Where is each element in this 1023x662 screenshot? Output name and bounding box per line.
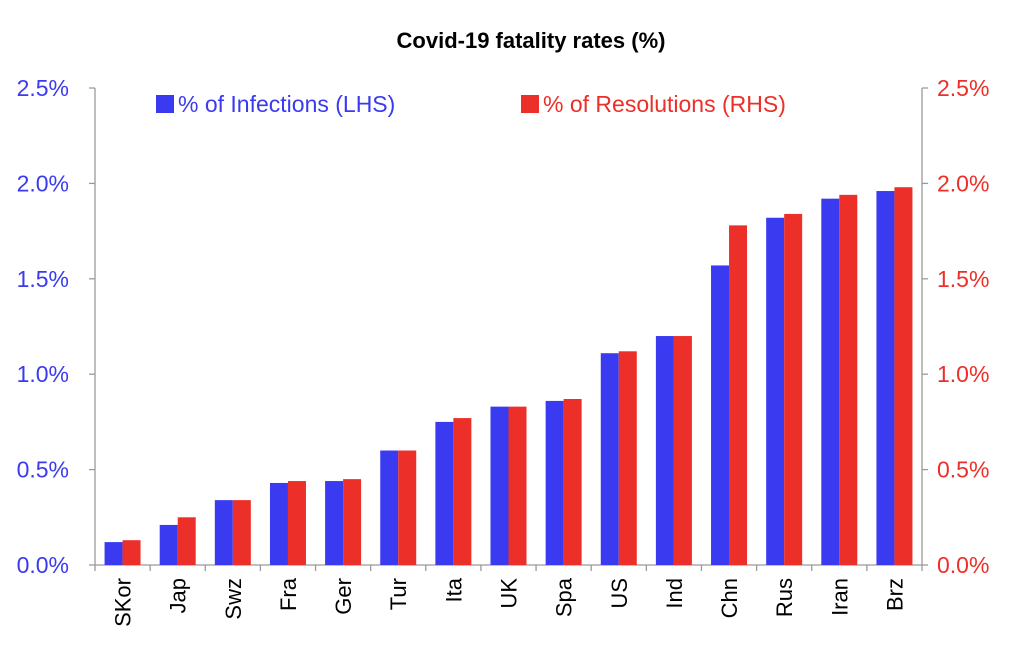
bar-infections-ger <box>325 481 344 565</box>
x-tick-label: Brz <box>882 578 907 611</box>
bar-infections-uk <box>490 406 509 565</box>
x-tick-label: Swz <box>221 578 246 620</box>
left-tick-label: 0.0% <box>17 552 69 578</box>
right-tick-label: 2.5% <box>937 75 989 101</box>
x-tick-label: Rus <box>772 578 797 617</box>
x-tick-label: SKor <box>111 578 136 627</box>
x-tick-label: Chn <box>717 578 742 618</box>
bar-resolutions-ger <box>343 479 362 565</box>
bar-infections-ind <box>655 336 674 565</box>
x-tick-labels: SKor Jap Swz Fra Ger Tur Ita UK Spa US Ind Chn Rus Ir… <box>111 577 908 627</box>
bar-resolutions-swz <box>232 500 251 565</box>
bar-infections-brz <box>876 191 895 566</box>
x-tick-label: Fra <box>276 577 301 611</box>
bar-resolutions-fra <box>287 481 306 565</box>
bar-infections-fra <box>269 482 288 565</box>
x-tick-label: Tur <box>386 578 411 610</box>
bar-resolutions-spa <box>563 399 582 565</box>
x-tick-label: Ind <box>662 578 687 609</box>
left-tick-label: 0.5% <box>17 457 69 483</box>
legend-swatch <box>156 95 174 113</box>
left-tick-label: 2.5% <box>17 75 69 101</box>
left-tick-label: 2.0% <box>17 170 69 196</box>
legend: % of Infections (LHS) % of Resolutions (R… <box>156 91 786 117</box>
left-tick-label: 1.0% <box>17 361 69 387</box>
left-tick-label: 1.5% <box>17 266 69 292</box>
right-tick-label: 0.0% <box>937 552 989 578</box>
bar-resolutions-tur <box>398 450 417 565</box>
bar-infections-ita <box>435 421 454 565</box>
bar-resolutions-brz <box>894 187 913 565</box>
bar-resolutions-jap <box>177 517 196 565</box>
bar-infections-skor <box>104 542 123 565</box>
legend-label: % of Resolutions (RHS) <box>543 91 786 117</box>
x-tick-label: US <box>607 578 632 609</box>
right-tick-label: 1.5% <box>937 266 989 292</box>
right-tick-label: 1.0% <box>937 361 989 387</box>
bar-resolutions-uk <box>508 406 527 565</box>
bar-resolutions-chn <box>729 225 748 565</box>
bar-infections-tur <box>380 450 399 565</box>
legend-label: % of Infections (LHS) <box>178 91 395 117</box>
x-tick-label: Spa <box>552 577 577 617</box>
right-tick-label: 0.5% <box>937 457 989 483</box>
bar-infections-us <box>600 353 619 565</box>
x-tick-label: Jap <box>166 578 191 613</box>
bar-resolutions-ita <box>453 418 472 565</box>
bar-infections-chn <box>711 265 730 565</box>
x-tick-label: Ger <box>331 578 356 615</box>
bar-infections-iran <box>821 198 840 565</box>
axes: 0.0% 0.5% 1.0% 1.5% 2.0% 2.5% 0.0% 0.5% 1.0% 1.5%… <box>17 75 990 578</box>
bar-resolutions-ind <box>673 336 692 565</box>
x-tick-label: Ita <box>441 577 466 602</box>
bar-infections-spa <box>545 400 564 565</box>
x-tick-label: UK <box>497 578 522 609</box>
bar-resolutions-us <box>618 351 637 565</box>
bar-infections-rus <box>766 217 785 565</box>
bar-resolutions-skor <box>122 540 141 565</box>
bar-resolutions-iran <box>839 194 858 565</box>
chart-title: Covid-19 fatality rates (%) <box>397 28 666 53</box>
bar-infections-jap <box>159 524 178 565</box>
bar-resolutions-rus <box>784 213 803 566</box>
x-tick-label: Iran <box>827 578 852 616</box>
right-tick-label: 2.0% <box>937 170 989 196</box>
bars <box>104 187 913 566</box>
bar-infections-swz <box>214 500 233 565</box>
legend-swatch <box>521 95 539 113</box>
